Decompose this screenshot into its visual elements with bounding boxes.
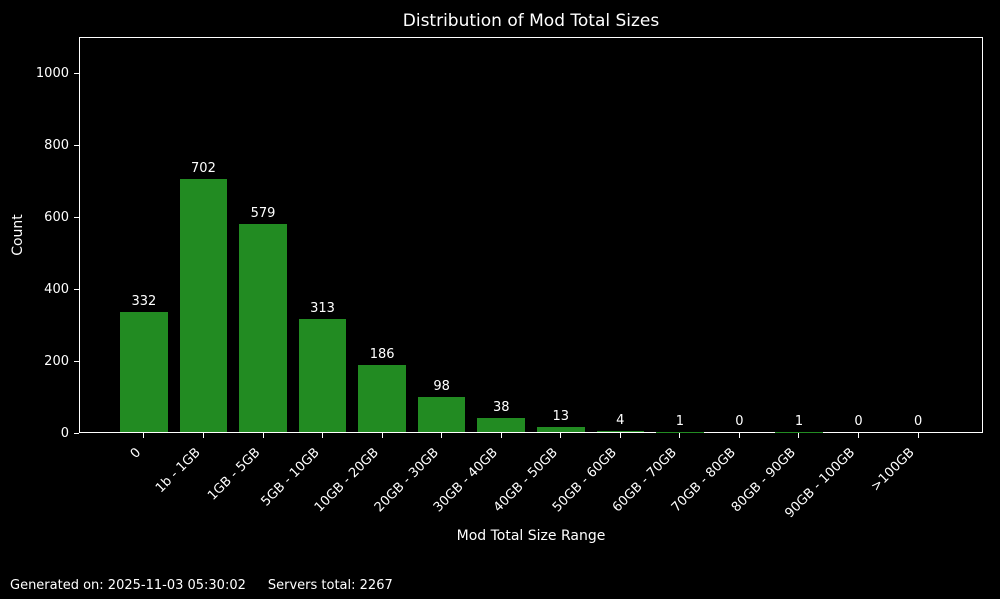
x-tick-label: >100GB <box>868 445 918 495</box>
x-tick <box>202 433 204 438</box>
bar-value-label: 1 <box>675 413 685 429</box>
bar <box>120 312 168 432</box>
x-tick <box>381 433 383 438</box>
y-tick-label: 0 <box>60 425 69 441</box>
y-tick <box>74 288 79 290</box>
x-tick-label: 1GB - 5GB <box>204 445 263 504</box>
x-tick <box>441 433 443 438</box>
x-tick <box>619 433 621 438</box>
bar <box>298 319 347 432</box>
y-tick-label: 1000 <box>35 65 69 81</box>
x-tick <box>143 433 145 438</box>
bar-value-label: 702 <box>191 161 216 177</box>
bar-value-label: 186 <box>369 347 395 363</box>
bar-value-label: 0 <box>854 414 863 429</box>
chart-title: Distribution of Mod Total Sizes <box>402 11 660 31</box>
bar-value-label: 98 <box>433 378 450 394</box>
x-tick <box>322 433 324 438</box>
x-tick <box>858 433 860 438</box>
bar-value-label: 38 <box>492 400 510 416</box>
bar <box>179 179 228 432</box>
bar <box>477 418 526 432</box>
servers-total-label: Servers total: 2267 <box>267 578 393 593</box>
y-tick <box>74 72 79 74</box>
bar-value-label: 0 <box>735 414 744 429</box>
y-tick-label: 200 <box>44 353 69 369</box>
generated-timestamp: Generated on: 2025-11-03 05:30:02 <box>10 578 246 593</box>
y-tick <box>74 360 79 362</box>
bar-value-label: 313 <box>310 301 335 317</box>
bar <box>417 396 466 432</box>
x-axis-label: Mod Total Size Range <box>456 528 606 544</box>
x-tick <box>500 433 502 438</box>
footer: Generated on: 2025-11-03 05:30:02 Servers… <box>10 578 393 594</box>
x-tick <box>560 433 562 438</box>
x-tick-label: 0 <box>127 445 144 462</box>
bar-value-label: 579 <box>250 205 276 221</box>
bar-value-label: 0 <box>913 414 923 429</box>
bar <box>358 365 406 432</box>
x-tick <box>798 433 800 438</box>
y-tick-label: 400 <box>44 281 69 297</box>
bar-value-label: 332 <box>131 294 157 310</box>
bar-value-label: 4 <box>616 412 625 428</box>
x-tick-label: 1b - 1GB <box>152 445 204 497</box>
y-tick <box>74 432 79 434</box>
bar-value-label: 13 <box>552 409 570 425</box>
x-tick <box>262 433 264 438</box>
bar <box>239 223 287 432</box>
x-tick-label: 5GB - 10GB <box>258 445 323 510</box>
x-tick <box>738 433 740 438</box>
x-tick <box>679 433 681 438</box>
y-tick <box>74 216 79 218</box>
plot-area <box>79 37 983 433</box>
bar <box>596 430 645 432</box>
bar-value-label: 1 <box>794 413 804 429</box>
y-tick <box>74 144 79 146</box>
x-tick <box>917 433 919 438</box>
bar <box>536 427 585 432</box>
y-tick-label: 800 <box>44 137 69 153</box>
y-tick-label: 600 <box>44 209 69 225</box>
